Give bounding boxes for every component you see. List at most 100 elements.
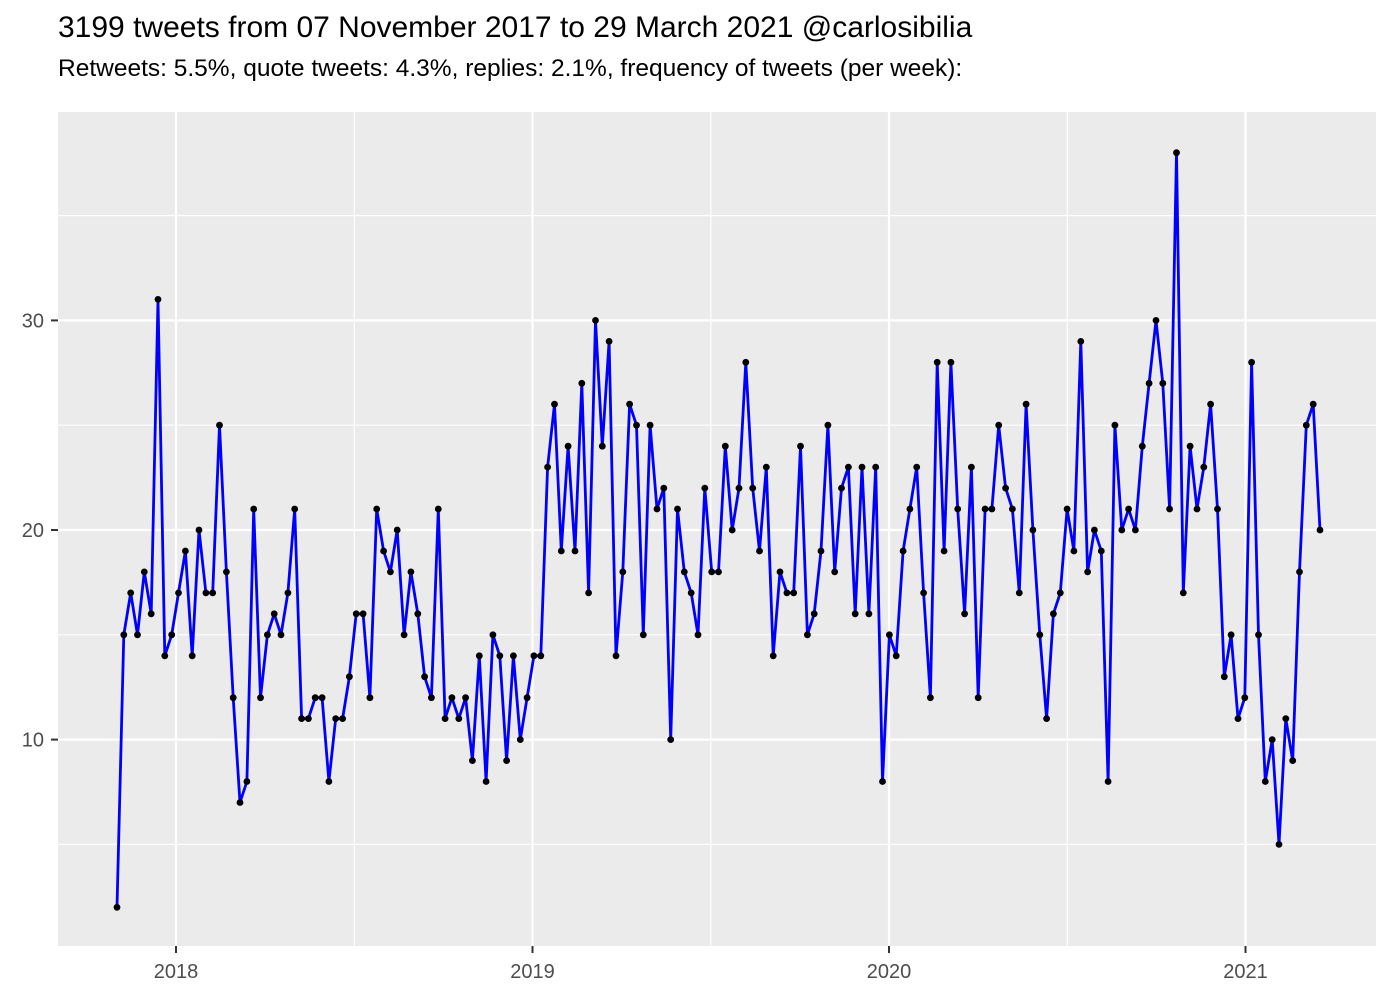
data-point [831, 568, 839, 576]
data-point [291, 505, 299, 513]
data-point [1015, 589, 1023, 597]
data-point [1009, 505, 1016, 513]
data-point [715, 568, 722, 576]
data-point [1043, 715, 1050, 722]
data-point [216, 421, 223, 429]
data-point [1111, 421, 1119, 429]
data-point [182, 547, 189, 555]
data-point [305, 715, 312, 722]
x-tick-label: 2020 [867, 961, 912, 983]
data-point [612, 652, 620, 660]
data-point [886, 631, 893, 639]
data-point [865, 610, 873, 618]
data-point [804, 631, 811, 639]
data-point [988, 505, 996, 513]
page-subtitle: Retweets: 5.5%, quote tweets: 4.3%, repl… [58, 55, 963, 82]
data-point [1063, 505, 1071, 513]
data-point [954, 505, 962, 513]
data-point [277, 631, 285, 639]
data-point [551, 400, 558, 408]
data-point [1056, 589, 1064, 597]
data-point [605, 338, 613, 345]
data-point [1261, 778, 1269, 785]
data-point [1077, 338, 1085, 345]
data-point [721, 442, 729, 450]
data-point [838, 484, 845, 492]
data-point [708, 568, 716, 576]
data-point [762, 463, 770, 471]
data-point [188, 652, 196, 660]
data-point [728, 526, 736, 534]
data-point [544, 463, 551, 471]
data-point [598, 442, 606, 450]
data-point [680, 568, 688, 576]
data-point [1084, 568, 1091, 576]
data-point [1234, 715, 1242, 722]
data-point [1022, 400, 1030, 408]
data-point [694, 631, 702, 639]
data-point [1255, 631, 1262, 639]
data-point [516, 736, 524, 743]
data-point [797, 442, 804, 450]
data-point [407, 568, 415, 576]
data-point [892, 652, 900, 660]
data-point [1214, 505, 1221, 513]
data-point [325, 778, 333, 785]
data-point [585, 589, 592, 597]
data-point [1289, 757, 1297, 764]
data-point [961, 610, 968, 618]
data-point [510, 652, 517, 660]
data-point [243, 778, 251, 785]
data-point [175, 589, 182, 597]
data-point [318, 694, 326, 702]
data-point [626, 400, 633, 408]
data-point [496, 652, 504, 660]
data-point [1029, 526, 1037, 534]
data-point [817, 547, 825, 555]
data-point [749, 484, 757, 492]
data-point [557, 547, 565, 555]
data-point [168, 631, 176, 639]
data-point [906, 505, 914, 513]
data-point [1138, 442, 1146, 450]
data-point [455, 715, 463, 722]
data-point [940, 547, 948, 555]
data-point [701, 484, 709, 492]
data-point [667, 736, 675, 743]
data-point [1118, 526, 1126, 534]
y-tick-label: 30 [22, 310, 44, 332]
data-point [687, 589, 695, 597]
data-point [209, 589, 217, 597]
data-point [1091, 526, 1098, 534]
data-point [428, 694, 435, 702]
data-point [489, 631, 497, 639]
data-point [1275, 841, 1283, 848]
data-point [140, 568, 148, 576]
page-title: 3199 tweets from 07 November 2017 to 29 … [58, 11, 973, 44]
data-point [810, 610, 818, 618]
data-point [824, 421, 832, 429]
data-point [1248, 358, 1255, 366]
data-point [776, 568, 784, 576]
data-point [1220, 673, 1228, 681]
data-point [1050, 610, 1057, 618]
data-point [1173, 149, 1180, 157]
x-tick-label: 2021 [1223, 961, 1268, 983]
data-point [742, 358, 750, 366]
data-point [1125, 505, 1132, 513]
data-point [913, 463, 921, 471]
data-point [899, 547, 907, 555]
data-point [1145, 379, 1153, 387]
data-point [1296, 568, 1303, 576]
data-point [257, 694, 264, 702]
x-tick-label: 2018 [154, 961, 199, 983]
data-point [927, 694, 934, 702]
data-point [1268, 736, 1276, 743]
data-point [845, 463, 852, 471]
data-point [352, 610, 360, 618]
data-point [981, 505, 989, 513]
data-point [134, 631, 141, 639]
data-point [434, 505, 442, 513]
data-point [421, 673, 428, 681]
